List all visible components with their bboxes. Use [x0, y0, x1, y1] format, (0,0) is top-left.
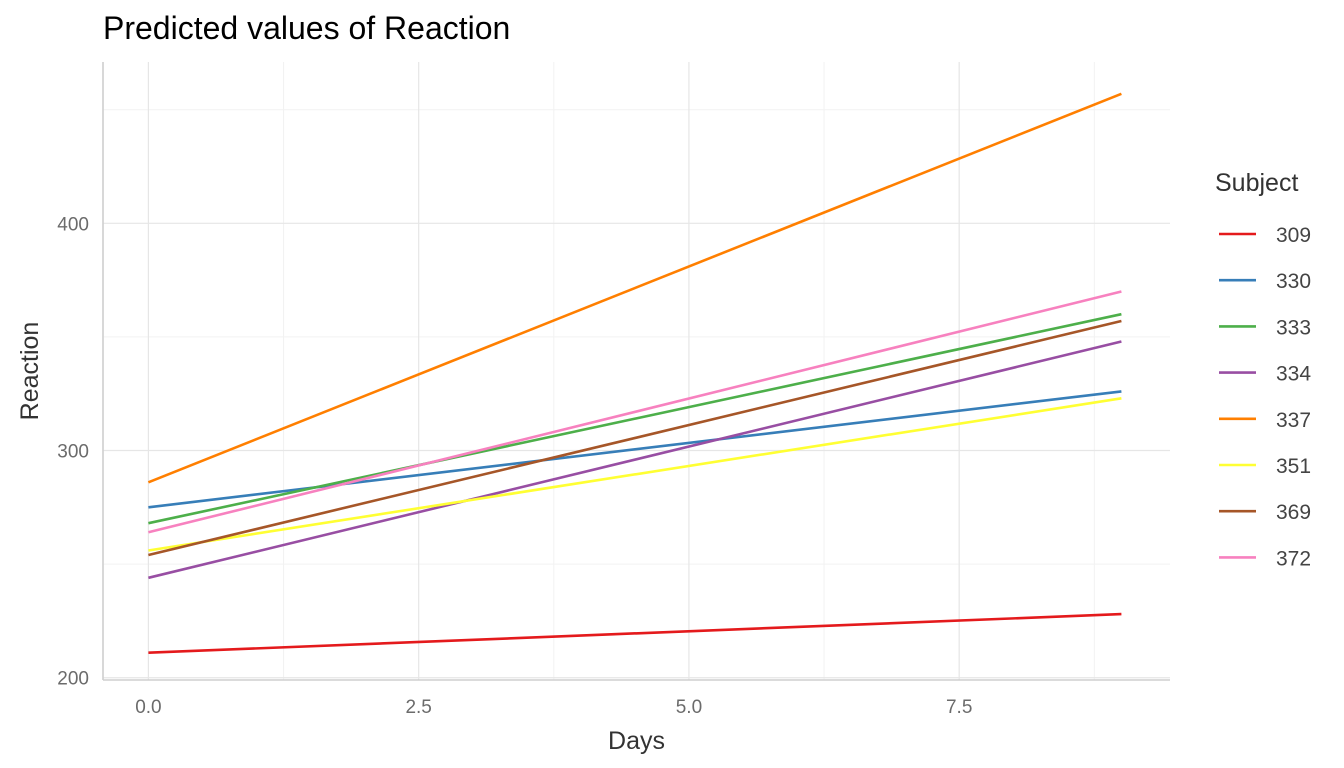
y-tick-label: 200	[57, 669, 89, 690]
legend-label-309: 309	[1276, 224, 1311, 247]
series-line-309	[148, 612, 1122, 654]
x-axis-title: Days	[608, 727, 665, 755]
legend-label-369: 369	[1276, 501, 1311, 524]
x-tick-label: 2.5	[405, 697, 431, 718]
legend-label-351: 351	[1276, 455, 1311, 478]
series-line-337	[147, 92, 1122, 484]
x-tick-label: 7.5	[946, 697, 972, 718]
y-tick-label: 400	[57, 214, 89, 235]
grid-major	[103, 62, 1170, 680]
legend-title: Subject	[1215, 169, 1298, 197]
series-line-334	[148, 340, 1122, 580]
x-tick-label: 0.0	[135, 697, 161, 718]
y-axis-title: Reaction	[16, 322, 44, 421]
legend-label-337: 337	[1276, 409, 1311, 432]
series-line-369	[148, 319, 1122, 557]
series-line-372	[148, 290, 1122, 534]
legend-label-372: 372	[1276, 547, 1311, 570]
legend-label-330: 330	[1276, 270, 1311, 293]
series-line-333	[148, 312, 1122, 525]
legend-label-333: 333	[1276, 316, 1311, 339]
grid-minor	[103, 62, 1170, 680]
chart-title: Predicted values of Reaction	[103, 10, 511, 46]
legend-label-334: 334	[1276, 363, 1311, 386]
x-axis-ticks: 0.0 2.5 5.0 7.5	[135, 697, 972, 718]
series-line-330	[148, 390, 1122, 509]
legend: Subject 309 330 333 334 337 351 369 372	[1215, 169, 1311, 570]
series-line-351	[148, 397, 1122, 552]
series-lines	[147, 92, 1122, 654]
legend-items: 309 330 333 334 337 351 369 372	[1219, 224, 1311, 570]
y-tick-label: 300	[57, 442, 89, 463]
y-axis-ticks: 200 300 400	[57, 214, 89, 689]
x-tick-label: 5.0	[676, 697, 702, 718]
